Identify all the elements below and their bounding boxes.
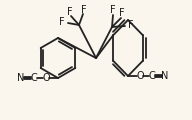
Text: N: N bbox=[161, 71, 169, 81]
Text: C: C bbox=[149, 71, 155, 81]
Text: F: F bbox=[128, 20, 134, 30]
Text: O: O bbox=[42, 73, 50, 83]
Text: C: C bbox=[31, 73, 37, 83]
Text: F: F bbox=[81, 5, 87, 15]
Text: F: F bbox=[67, 7, 73, 17]
Text: F: F bbox=[59, 17, 65, 27]
Text: F: F bbox=[110, 5, 116, 15]
Text: F: F bbox=[119, 8, 125, 18]
Text: O: O bbox=[136, 71, 144, 81]
Text: N: N bbox=[17, 73, 25, 83]
